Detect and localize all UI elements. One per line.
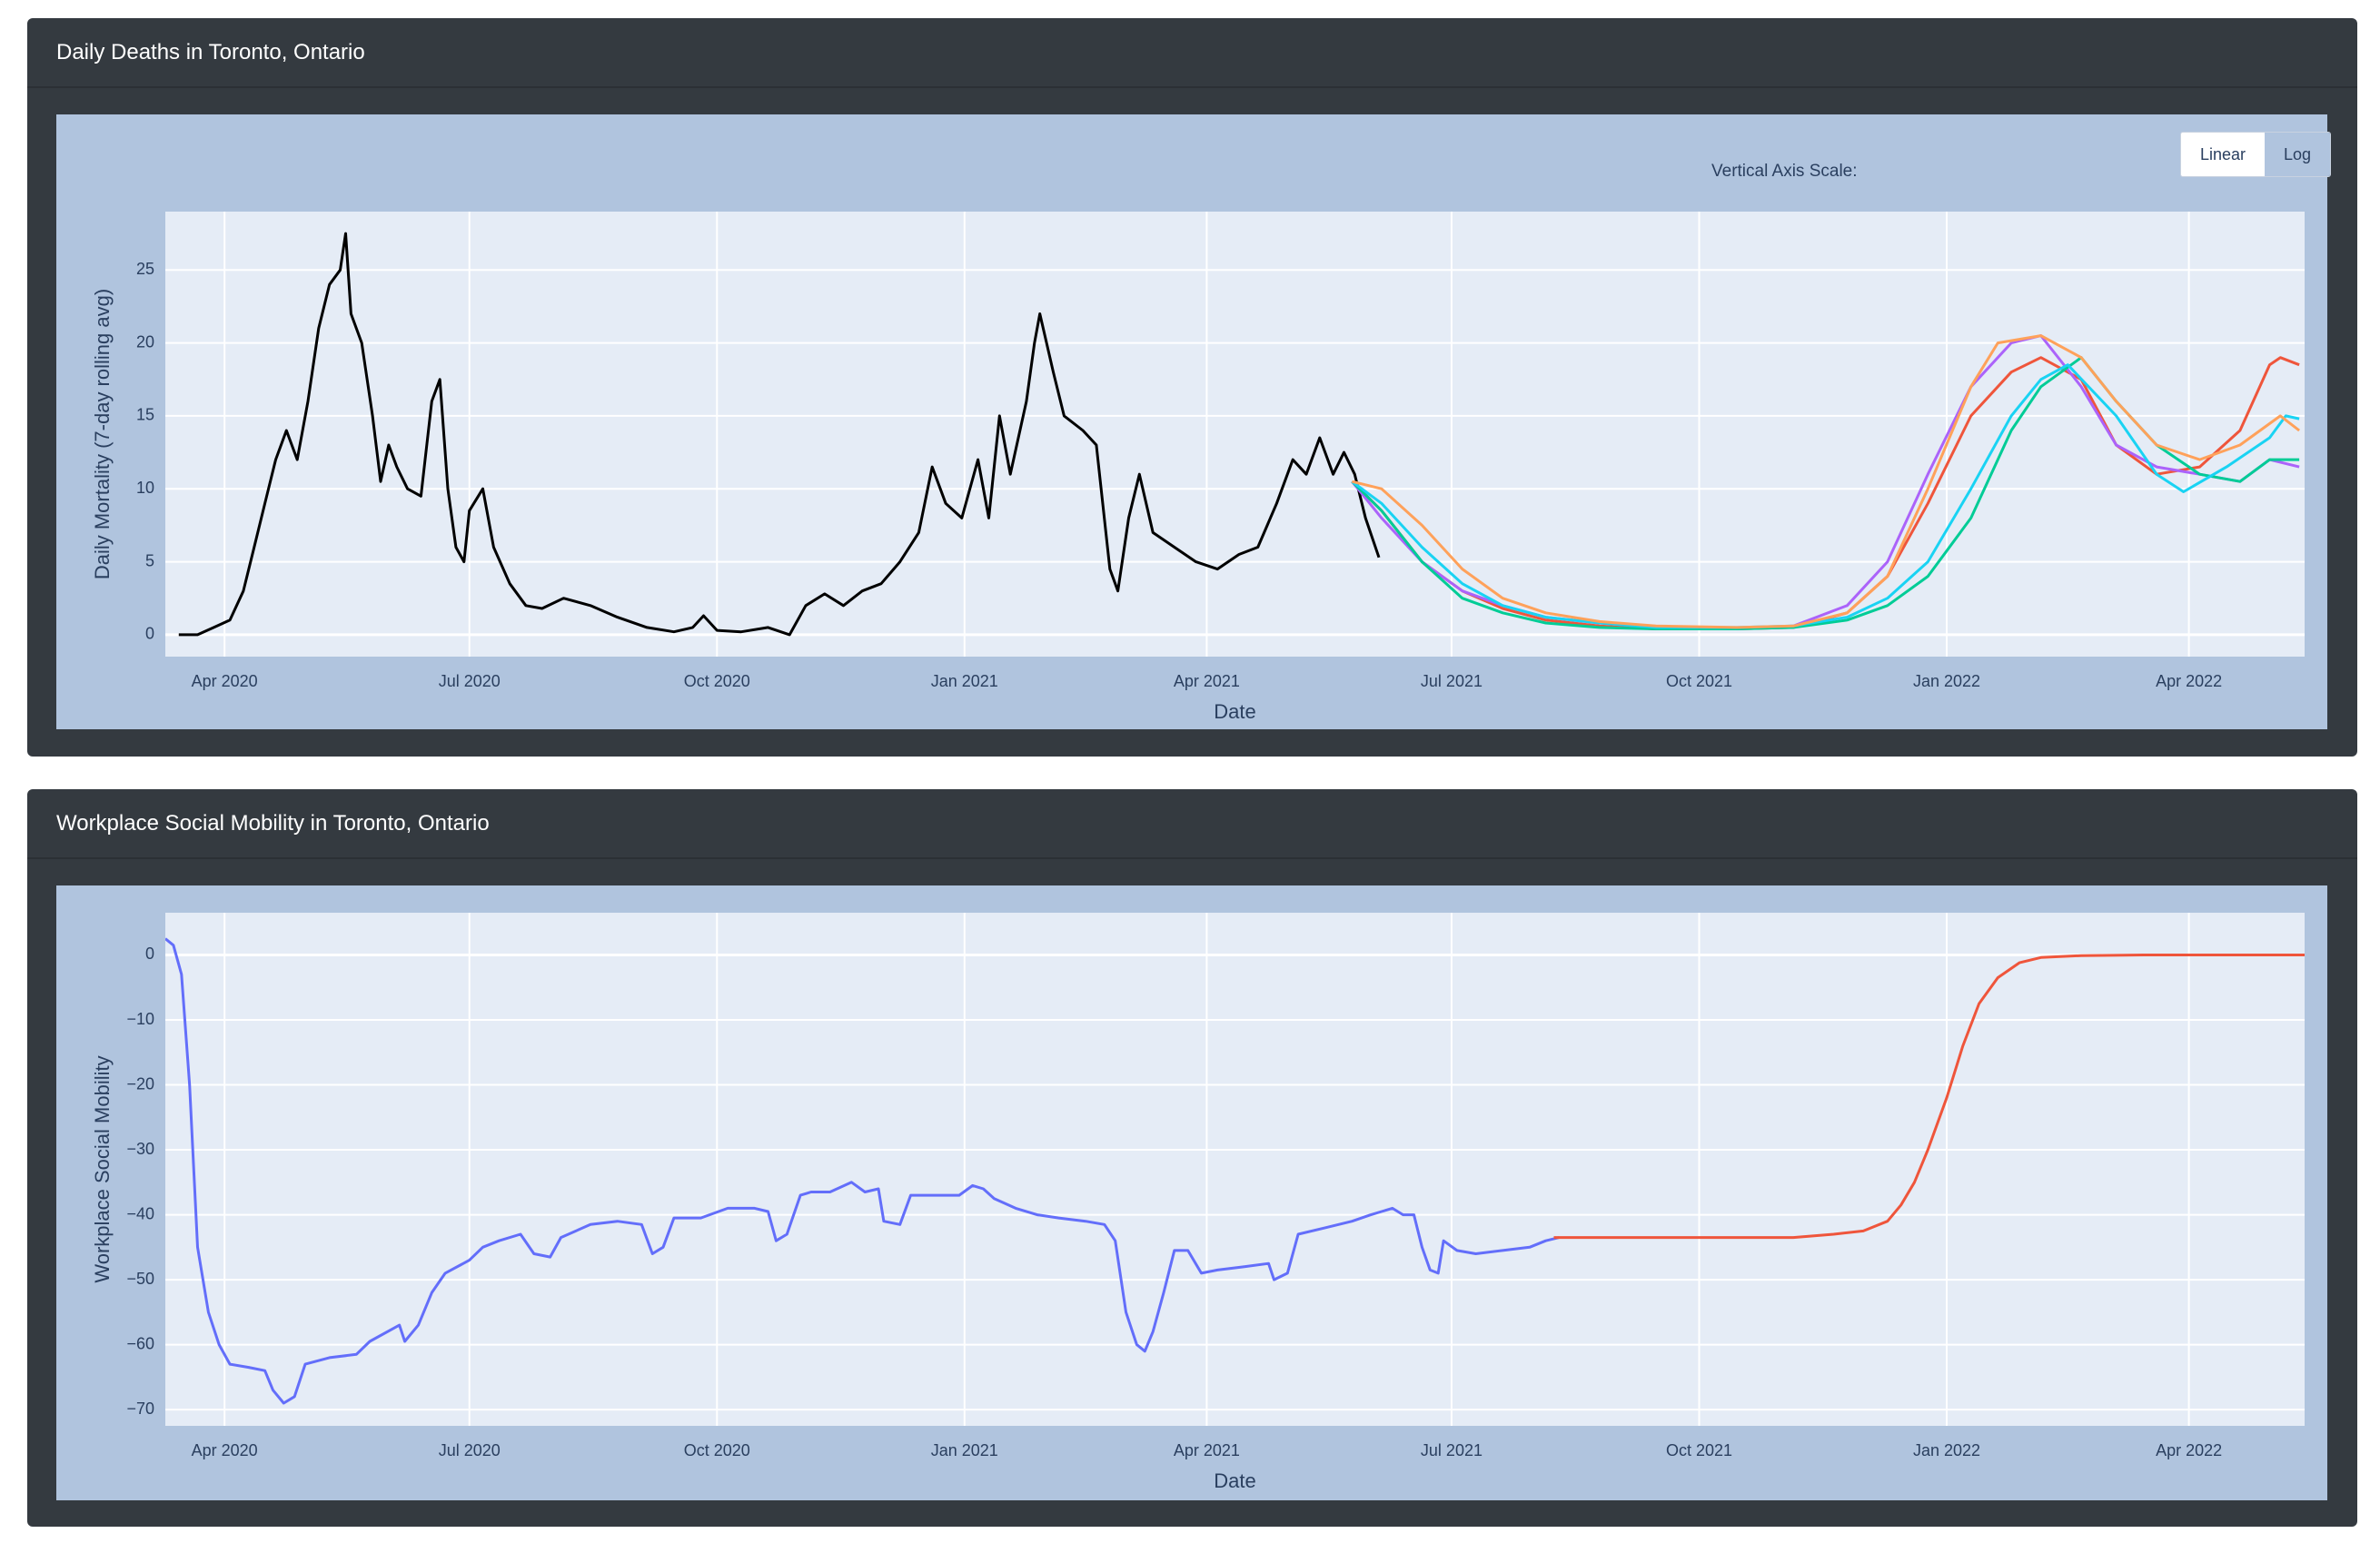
deaths-series-line-2	[1351, 334, 2300, 630]
deaths-y-tick-label: 5	[145, 551, 154, 569]
mobility-y-axis-title: Workplace Social Mobility	[91, 1055, 114, 1282]
workplace-mobility-card: Workplace Social Mobility in Toronto, On…	[27, 789, 2357, 1527]
mobility-x-axis-title: Date	[1214, 1469, 1255, 1492]
mobility-x-tick-label: Apr 2022	[2156, 1441, 2222, 1459]
deaths-x-tick-label: Apr 2022	[2156, 672, 2222, 690]
deaths-y-tick-label: 20	[136, 332, 154, 351]
deaths-x-tick-label: Jul 2020	[439, 672, 501, 690]
mobility-x-tick-label: Jul 2021	[1421, 1441, 1483, 1459]
deaths-x-tick-label: Oct 2020	[684, 672, 750, 690]
mobility-x-tick-label: Apr 2020	[192, 1441, 258, 1459]
mobility-y-tick-label: 0	[145, 945, 154, 963]
deaths-series-line-5	[1352, 334, 2301, 629]
workplace-mobility-card-title: Workplace Social Mobility in Toronto, On…	[27, 789, 2357, 859]
deaths-x-axis-title: Date	[1214, 700, 1255, 723]
deaths-x-tick-label: Apr 2020	[192, 672, 258, 690]
mobility-x-tick-label: Oct 2021	[1666, 1441, 1732, 1459]
linear-scale-button[interactable]: Linear	[2181, 133, 2265, 176]
log-scale-button[interactable]: Log	[2265, 133, 2330, 176]
daily-deaths-chart: Apr 2020 Jul 2020 Oct 2020 Jan 2021 Apr 2021…	[91, 212, 2305, 723]
mobility-series-line-0	[165, 937, 1560, 1405]
scale-toggle-group: Linear Log	[2180, 132, 2331, 177]
deaths-x-tick-label: Apr 2021	[1174, 672, 1240, 690]
deaths-y-tick-label: 15	[136, 406, 154, 424]
mobility-y-tick-label: −70	[126, 1400, 154, 1418]
deaths-series-line-1	[1351, 356, 2300, 630]
mobility-y-tick-label: −50	[126, 1270, 154, 1288]
mobility-y-tick-label: −20	[126, 1074, 154, 1093]
workplace-mobility-plot: Apr 2020 Jul 2020 Oct 2020 Jan 2021 Apr 2021…	[56, 885, 2327, 1500]
mobility-y-tick-label: −30	[126, 1140, 154, 1158]
deaths-y-axis-title: Daily Mortality (7-day rolling avg)	[91, 289, 114, 579]
mobility-x-tick-label: Jan 2022	[1913, 1441, 1980, 1459]
mobility-x-tick-label: Oct 2020	[684, 1441, 750, 1459]
vertical-axis-scale-label: Vertical Axis Scale:	[1711, 162, 1858, 181]
deaths-x-tick-label: Jul 2021	[1421, 672, 1483, 690]
mobility-series-line-1	[1553, 954, 2305, 1240]
deaths-plot-background	[165, 212, 2305, 657]
daily-deaths-card: Daily Deaths in Toronto, Ontario Apr 202…	[27, 18, 2357, 757]
deaths-y-tick-label: 25	[136, 260, 154, 278]
mobility-x-tick-label: Jan 2021	[931, 1441, 998, 1459]
mobility-x-tick-label: Apr 2021	[1174, 1441, 1240, 1459]
mobility-y-tick-label: −10	[126, 1010, 154, 1028]
deaths-series-line-4	[1351, 363, 2300, 629]
deaths-x-tick-label: Jan 2022	[1913, 672, 1980, 690]
mobility-x-tick-label: Jul 2020	[439, 1441, 501, 1459]
mobility-plot-background	[165, 913, 2305, 1426]
workplace-mobility-chart: Apr 2020 Jul 2020 Oct 2020 Jan 2021 Apr 2021…	[91, 913, 2305, 1492]
deaths-x-tick-label: Oct 2021	[1666, 672, 1732, 690]
deaths-series-line-0	[178, 232, 1381, 637]
daily-deaths-card-title: Daily Deaths in Toronto, Ontario	[27, 18, 2357, 88]
daily-deaths-plot: Apr 2020 Jul 2020 Oct 2020 Jan 2021 Apr 2021…	[56, 114, 2331, 729]
deaths-series-line-3	[1351, 356, 2300, 630]
deaths-x-tick-label: Jan 2021	[931, 672, 998, 690]
mobility-y-tick-label: −40	[126, 1204, 154, 1222]
deaths-y-tick-label: 10	[136, 479, 154, 497]
mobility-y-tick-label: −60	[126, 1334, 154, 1352]
deaths-y-tick-label: 0	[145, 625, 154, 643]
